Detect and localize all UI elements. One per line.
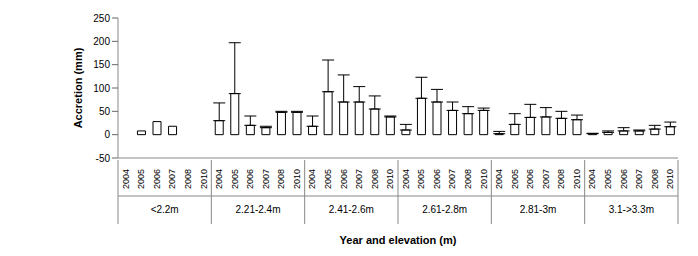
svg-text:2008: 2008 [276,169,286,189]
svg-text:2007: 2007 [167,169,177,189]
svg-text:2010: 2010 [385,169,395,189]
svg-text:2010: 2010 [292,169,302,189]
svg-text:<2.2m: <2.2m [151,204,179,215]
svg-text:2005: 2005 [136,169,146,189]
svg-text:2005: 2005 [416,169,426,189]
svg-text:2007: 2007 [447,169,457,189]
svg-text:2008: 2008 [463,169,473,189]
svg-text:2.21-2.4m: 2.21-2.4m [235,204,280,215]
svg-text:2006: 2006 [525,169,535,189]
svg-text:2008: 2008 [556,169,566,189]
svg-text:2005: 2005 [510,169,520,189]
svg-text:2005: 2005 [603,169,613,189]
svg-text:150: 150 [93,59,110,70]
svg-text:2007: 2007 [634,169,644,189]
svg-text:2006: 2006 [152,169,162,189]
svg-text:200: 200 [93,36,110,47]
svg-text:50: 50 [99,106,111,117]
svg-text:2005: 2005 [230,169,240,189]
svg-text:0: 0 [104,129,110,140]
svg-text:2.81-3m: 2.81-3m [520,204,557,215]
svg-text:2007: 2007 [541,169,551,189]
svg-text:2005: 2005 [323,169,333,189]
svg-text:100: 100 [93,83,110,94]
svg-text:2008: 2008 [650,169,660,189]
svg-text:2006: 2006 [432,169,442,189]
svg-text:250: 250 [93,13,110,24]
svg-text:-50: -50 [96,153,111,164]
svg-text:2004: 2004 [587,169,597,189]
svg-text:2007: 2007 [354,169,364,189]
svg-text:2006: 2006 [245,169,255,189]
svg-text:2008: 2008 [183,169,193,189]
svg-text:2007: 2007 [261,169,271,189]
svg-text:2010: 2010 [572,169,582,189]
svg-text:2004: 2004 [494,169,504,189]
svg-text:2010: 2010 [665,169,675,189]
svg-text:Accretion (mm): Accretion (mm) [72,47,84,128]
svg-text:2.61-2.8m: 2.61-2.8m [422,204,467,215]
svg-text:3.1->3.3m: 3.1->3.3m [609,204,654,215]
svg-text:2004: 2004 [401,169,411,189]
svg-text:Year and elevation (m): Year and elevation (m) [340,234,457,246]
svg-text:2004: 2004 [307,169,317,189]
svg-text:2.41-2.6m: 2.41-2.6m [329,204,374,215]
svg-text:2010: 2010 [199,169,209,189]
svg-text:2004: 2004 [214,169,224,189]
svg-text:2008: 2008 [370,169,380,189]
svg-text:2004: 2004 [121,169,131,189]
svg-text:2006: 2006 [339,169,349,189]
svg-text:2006: 2006 [619,169,629,189]
svg-text:2010: 2010 [479,169,489,189]
